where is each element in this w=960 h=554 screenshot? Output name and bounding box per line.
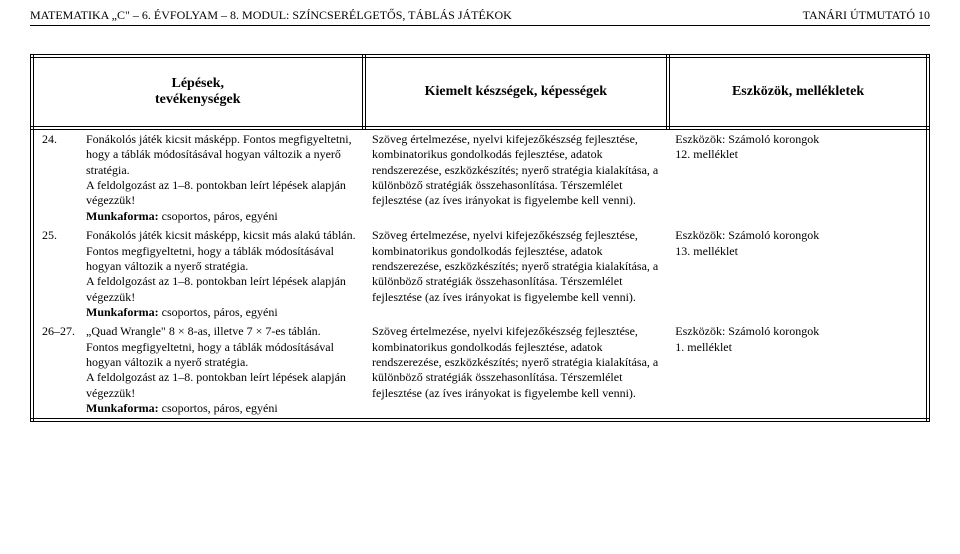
- row-number: 25.: [42, 228, 86, 320]
- row-tools-line1: Eszközök: Számoló korongok: [675, 228, 819, 242]
- munkaforma-value: csoportos, páros, egyéni: [162, 305, 278, 319]
- row-tools: Eszközök: Számoló korongok 13. melléklet: [667, 226, 926, 322]
- col-header-steps-line2: tevékenységek: [155, 92, 241, 107]
- page: MATEMATIKA „C" – 6. ÉVFOLYAM – 8. MODUL:…: [0, 0, 960, 422]
- row-tools: Eszközök: Számoló korongok 12. melléklet: [667, 130, 926, 226]
- col-header-steps-line1: Lépések,: [172, 76, 225, 91]
- munkaforma-value: csoportos, páros, egyéni: [162, 209, 278, 223]
- row-tools-line2: 13. melléklet: [675, 244, 738, 258]
- row-text2: A feldolgozást az 1–8. pontokban leírt l…: [86, 178, 346, 207]
- munkaforma-label: Munkaforma:: [86, 209, 162, 223]
- col-header-skills: Kiemelt készségek, képességek: [364, 56, 669, 128]
- munkaforma-value: csoportos, páros, egyéni: [162, 401, 278, 415]
- row-text1: Fonákolós játék kicsit másképp, kicsit m…: [86, 228, 356, 273]
- row-skills: Szöveg értelmezése, nyelvi kifejezőkészs…: [364, 130, 667, 226]
- table-body-row: 24. Fonákolós játék kicsit másképp. Font…: [32, 128, 928, 420]
- table-row: 24. Fonákolós játék kicsit másképp. Font…: [34, 130, 364, 226]
- row-skills: Szöveg értelmezése, nyelvi kifejezőkészs…: [364, 226, 667, 322]
- table-body-cell: 24. Fonákolós játék kicsit másképp. Font…: [32, 128, 928, 420]
- main-table: Lépések, tevékenységek Kiemelt készségek…: [30, 54, 930, 422]
- header-left: MATEMATIKA „C" – 6. ÉVFOLYAM – 8. MODUL:…: [30, 8, 512, 23]
- row-description: Fonákolós játék kicsit másképp. Fontos m…: [86, 132, 356, 224]
- col-header-steps: Lépések, tevékenységek: [32, 56, 364, 128]
- col-header-tools: Eszközök, mellékletek: [668, 56, 928, 128]
- table-row: 25. Fonákolós játék kicsit másképp, kics…: [34, 226, 364, 322]
- table-header-row: Lépések, tevékenységek Kiemelt készségek…: [32, 56, 928, 128]
- munkaforma-label: Munkaforma:: [86, 401, 162, 415]
- row-tools: Eszközök: Számoló korongok 1. melléklet: [667, 322, 926, 418]
- row-tools-line2: 1. melléklet: [675, 340, 732, 354]
- row-text1: Fonákolós játék kicsit másképp. Fontos m…: [86, 132, 352, 177]
- row-number: 24.: [42, 132, 86, 224]
- row-description: „Quad Wrangle" 8 × 8-as, illetve 7 × 7-e…: [86, 324, 356, 416]
- row-description: Fonákolós játék kicsit másképp, kicsit m…: [86, 228, 356, 320]
- row-number: 26–27.: [42, 324, 86, 416]
- munkaforma-label: Munkaforma:: [86, 305, 162, 319]
- table-row: 26–27. „Quad Wrangle" 8 × 8-as, illetve …: [34, 322, 364, 418]
- header-right: TANÁRI ÚTMUTATÓ 10: [803, 8, 930, 23]
- page-header: MATEMATIKA „C" – 6. ÉVFOLYAM – 8. MODUL:…: [30, 8, 930, 26]
- row-tools-line1: Eszközök: Számoló korongok: [675, 132, 819, 146]
- row-text2: A feldolgozást az 1–8. pontokban leírt l…: [86, 370, 346, 399]
- row-skills: Szöveg értelmezése, nyelvi kifejezőkészs…: [364, 322, 667, 418]
- row-text1: „Quad Wrangle" 8 × 8-as, illetve 7 × 7-e…: [86, 324, 334, 369]
- row-text2: A feldolgozást az 1–8. pontokban leírt l…: [86, 274, 346, 303]
- inner-grid: 24. Fonákolós játék kicsit másképp. Font…: [34, 130, 926, 418]
- row-tools-line1: Eszközök: Számoló korongok: [675, 324, 819, 338]
- row-tools-line2: 12. melléklet: [675, 147, 738, 161]
